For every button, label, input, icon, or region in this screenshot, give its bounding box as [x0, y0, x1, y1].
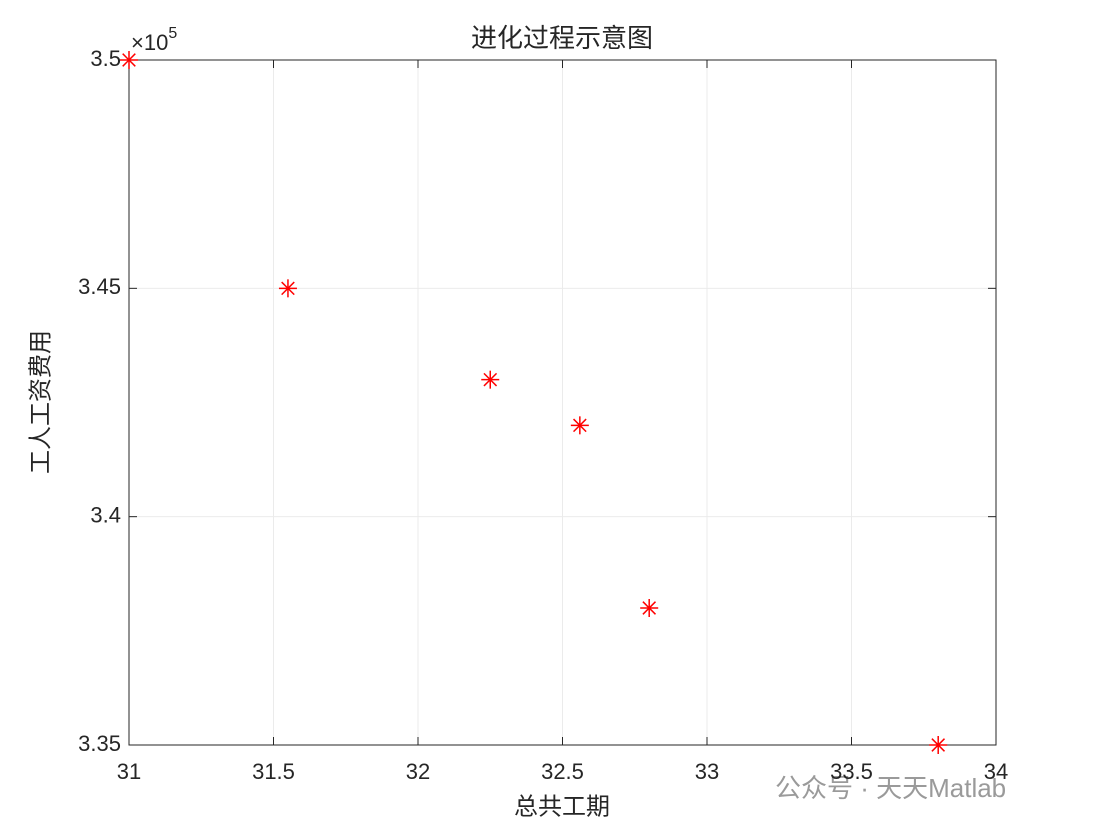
marker [570, 416, 589, 435]
y-axis-label: 工人工资费用 [27, 330, 55, 474]
marker-stroke [573, 418, 587, 433]
x-axis-label: 总共工期 [514, 793, 610, 821]
marker-stroke [642, 601, 657, 615]
marker-stroke [122, 53, 136, 67]
marker [640, 599, 659, 617]
y-multiplier-base: ×10 [131, 30, 168, 55]
x-tick-label: 33.5 [830, 759, 873, 784]
x-tick-label: 31 [117, 759, 141, 784]
y-tick-label: 3.4 [90, 502, 121, 527]
plot-frame [128, 59, 997, 746]
marker-stroke [483, 372, 498, 387]
y-tick-label: 3.35 [78, 731, 121, 756]
y-tick-label: 3.5 [90, 46, 121, 71]
marker [278, 279, 297, 298]
x-tick-label: 32 [406, 759, 430, 784]
y-tick-label: 3.45 [78, 274, 121, 299]
x-tick-label: 31.5 [252, 759, 295, 784]
chart-title: 进化过程示意图 [471, 24, 653, 54]
x-tick-label: 34 [984, 759, 1008, 784]
x-tick-label: 32.5 [541, 759, 584, 784]
y-multiplier-exponent: 5 [168, 25, 177, 42]
marker-stroke [931, 738, 946, 752]
marker-stroke [281, 281, 295, 296]
marker [481, 370, 500, 389]
y-multiplier: ×105 [131, 25, 177, 55]
watermark: 公众号 · 天天Matlab [775, 773, 1006, 803]
marker [929, 736, 948, 754]
marker [120, 51, 138, 69]
x-tick-label: 33 [695, 759, 719, 784]
